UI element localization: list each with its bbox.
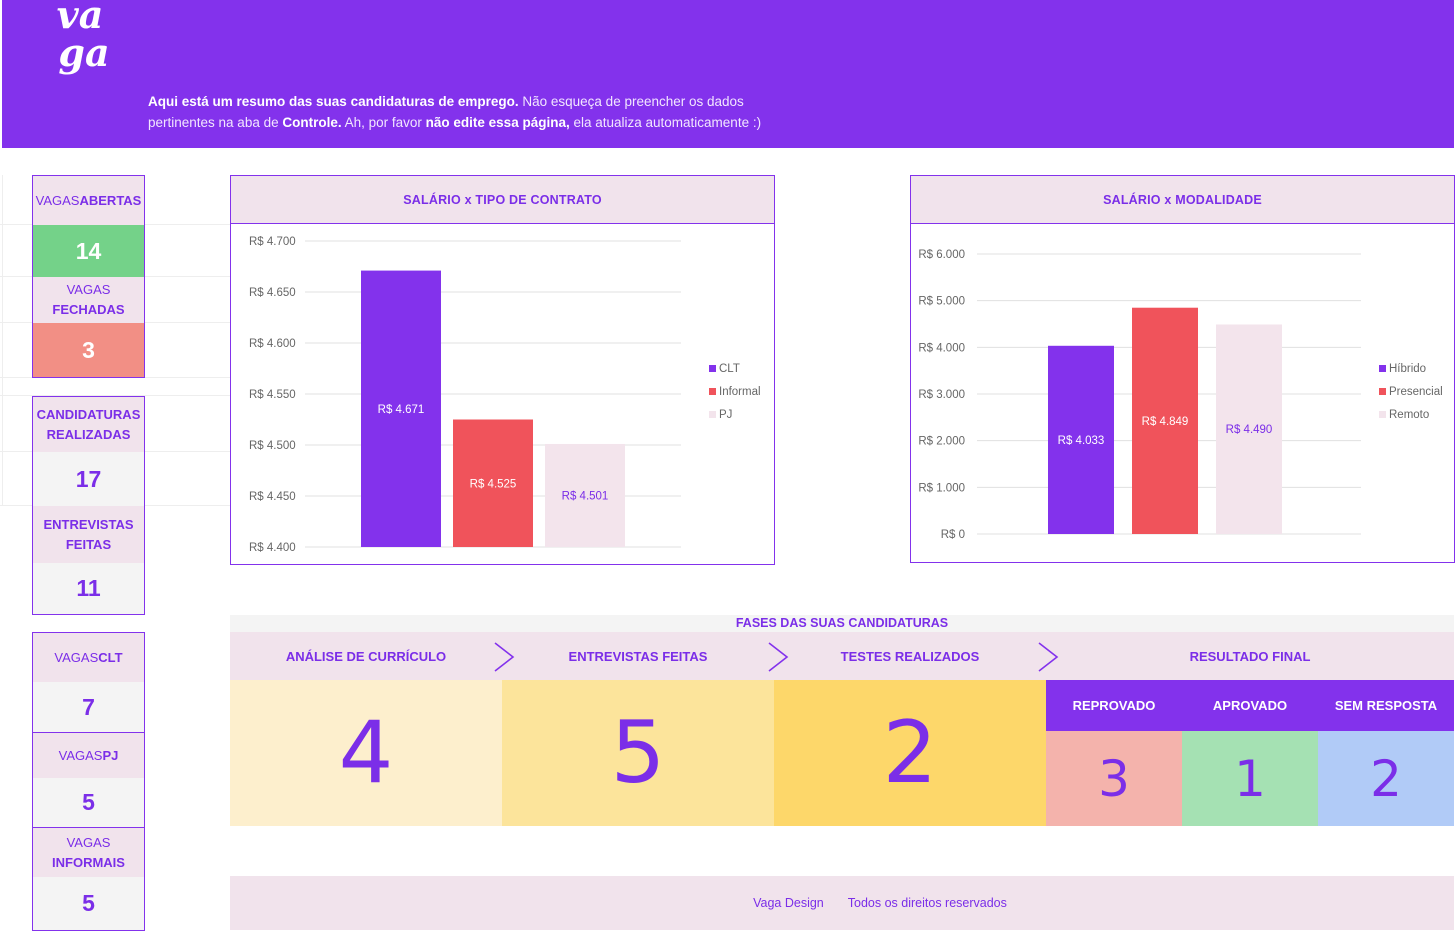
y-tick-label: R$ 4.450 xyxy=(249,491,296,503)
legend-swatch xyxy=(709,411,716,418)
bar-remoto xyxy=(1216,324,1282,534)
result-sem-resposta-value: 2 xyxy=(1318,731,1454,826)
data-label: R$ 4.525 xyxy=(470,478,517,490)
y-tick-label: R$ 3.000 xyxy=(918,389,965,401)
bar-informal xyxy=(453,419,533,547)
data-label: R$ 4.490 xyxy=(1226,424,1273,436)
y-tick-label: R$ 0 xyxy=(941,529,965,541)
kpi-informais-label: VAGAS INFORMAIS xyxy=(33,827,144,877)
legend-item: Remoto xyxy=(1389,409,1429,421)
intro-text: Aqui está um resumo das suas candidatura… xyxy=(148,91,848,133)
y-tick-label: R$ 4.700 xyxy=(249,236,296,248)
kpi-entrevistas-value: 11 xyxy=(33,563,144,614)
chart-title: SALÁRIO x TIPO DE CONTRATO xyxy=(231,176,774,224)
kpi-clt-value: 7 xyxy=(33,682,144,732)
phase-resultado-label: RESULTADO FINAL xyxy=(1189,648,1311,664)
legend-swatch xyxy=(1379,411,1386,418)
legend-item: CLT xyxy=(719,363,740,375)
kpi-candidaturas-label: CANDIDATURAS REALIZADAS xyxy=(33,397,144,452)
kpi-fechadas-label: VAGAS FECHADAS xyxy=(33,277,144,323)
svg-text:ga: ga xyxy=(58,30,109,75)
kpi-fechadas-value: 3 xyxy=(33,323,144,377)
y-tick-label: R$ 4.600 xyxy=(249,338,296,350)
y-tick-label: R$ 4.400 xyxy=(249,542,296,554)
intro-bold-nao-edite: não edite essa página, xyxy=(425,115,570,130)
data-label: R$ 4.671 xyxy=(378,404,425,416)
kpi-abertas-value: 14 xyxy=(33,225,144,277)
kpi-pj-value: 5 xyxy=(33,778,144,827)
y-tick-label: R$ 5.000 xyxy=(918,296,965,308)
chart-salario-modalidade-plot: R$ 0 R$ 1.000 R$ 2.000 R$ 3.000 R$ 4.000 R$ 5… xyxy=(918,249,1443,541)
y-tick-label: R$ 4.550 xyxy=(249,389,296,401)
footer: Vaga Design Todos os direitos reservados xyxy=(230,876,1454,930)
bar-pj xyxy=(545,443,625,547)
vaga-logo: va ga xyxy=(57,0,110,75)
legend-swatch xyxy=(709,388,716,395)
kpi-group-contratos: VAGAS CLT 7 VAGAS PJ 5 VAGAS INFORMAIS 5 xyxy=(32,632,145,931)
footer-rights: Todos os direitos reservados xyxy=(847,896,1007,910)
chart-title: SALÁRIO x MODALIDADE xyxy=(911,176,1454,224)
data-label: R$ 4.033 xyxy=(1058,435,1105,447)
phases-header: ANÁLISE DE CURRÍCULO ENTREVISTAS FEITAS … xyxy=(230,632,1454,680)
y-tick-label: R$ 4.650 xyxy=(249,287,296,299)
kpi-group-vagas: VAGAS ABERTAS 14 VAGAS FECHADAS 3 xyxy=(32,175,145,378)
phase-testes-label: TESTES REALIZADOS xyxy=(840,648,980,664)
kpi-abertas-label: VAGAS ABERTAS xyxy=(33,176,144,225)
y-tick-label: R$ 2.000 xyxy=(918,436,965,448)
intro-text-1: Não esqueça de preencher os dados xyxy=(518,94,744,109)
y-tick-label: R$ 1.000 xyxy=(918,482,965,494)
legend-swatch xyxy=(1379,365,1386,372)
kpi-pj-label: VAGAS PJ xyxy=(33,732,144,778)
legend-item: Híbrido xyxy=(1389,363,1426,375)
chevron-right-icon xyxy=(494,642,515,672)
phase-analise-value: 4 xyxy=(230,680,502,826)
y-tick-label: R$ 4.000 xyxy=(918,342,965,354)
svg-text:va: va xyxy=(57,0,104,37)
chevron-right-icon xyxy=(1038,642,1059,672)
legend-item: Informal xyxy=(719,386,761,398)
phase-testes-value: 2 xyxy=(774,680,1046,826)
intro-text-2a: pertinentes na aba de xyxy=(148,115,283,130)
footer-brand: Vaga Design xyxy=(753,896,824,910)
result-aprovado-value: 1 xyxy=(1182,731,1318,826)
legend-swatch xyxy=(709,365,716,372)
y-tick-label: R$ 6.000 xyxy=(918,249,965,261)
kpi-group-candidaturas: CANDIDATURAS REALIZADAS 17 ENTREVISTAS FEI… xyxy=(32,396,145,615)
legend-item: PJ xyxy=(719,409,732,421)
chart-salario-contrato-plot: R$ 4.400 R$ 4.450 R$ 4.500 R$ 4.550 R$ 4.600… xyxy=(249,236,761,554)
phases-title: FASES DAS SUAS CANDIDATURAS xyxy=(230,615,1454,632)
phase-entrevistas-label: ENTREVISTAS FEITAS xyxy=(568,648,708,664)
grid-line xyxy=(0,395,230,396)
y-tick-label: R$ 4.500 xyxy=(249,440,296,452)
legend-swatch xyxy=(1379,388,1386,395)
result-aprovado-label: APROVADO xyxy=(1182,680,1318,731)
bar-híbrido xyxy=(1048,345,1114,534)
kpi-clt-label: VAGAS CLT xyxy=(33,633,144,682)
intro-text-2e: ela atualiza automaticamente :) xyxy=(569,115,762,130)
result-sem-resposta-label: SEM RESPOSTA xyxy=(1318,680,1454,731)
kpi-candidaturas-value: 17 xyxy=(33,452,144,506)
legend-item: Presencial xyxy=(1389,386,1443,398)
intro-bold-1: Aqui está um resumo das suas candidatura… xyxy=(148,94,519,109)
chart-salario-contrato: SALÁRIO x TIPO DE CONTRATO R$ 4.400 R$ 4.… xyxy=(230,175,775,565)
chevron-right-icon xyxy=(768,642,789,672)
bar-clt xyxy=(361,270,441,547)
data-label: R$ 4.849 xyxy=(1142,416,1189,428)
result-reprovado-value: 3 xyxy=(1046,731,1182,826)
intro-text-2c: Ah, por favor xyxy=(341,115,426,130)
kpi-informais-value: 5 xyxy=(33,877,144,929)
intro-bold-controle: Controle. xyxy=(282,115,342,130)
chart-salario-modalidade: SALÁRIO x MODALIDADE R$ 0 R$ 1.000 R$ 2.00… xyxy=(910,175,1455,563)
kpi-entrevistas-label: ENTREVISTAS FEITAS xyxy=(33,506,144,563)
phase-entrevistas-value: 5 xyxy=(502,680,774,826)
header-banner: va ga Aqui está um resumo das suas candi… xyxy=(2,0,1454,148)
phase-analise-label: ANÁLISE DE CURRÍCULO xyxy=(285,648,447,664)
data-label: R$ 4.501 xyxy=(562,490,609,502)
bar-presencial xyxy=(1132,307,1198,534)
grid-line xyxy=(2,175,3,505)
result-reprovado-label: REPROVADO xyxy=(1046,680,1182,731)
